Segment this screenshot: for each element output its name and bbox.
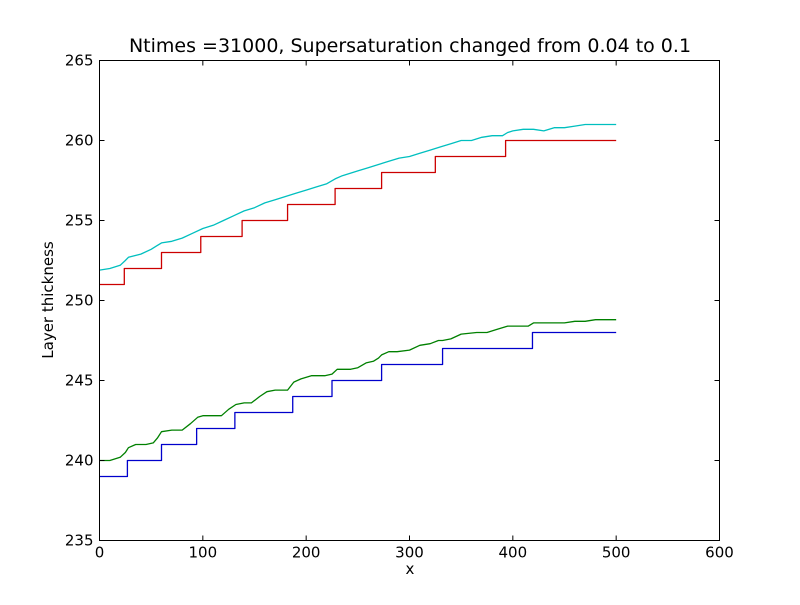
y-tick-label: 260 [65, 132, 94, 150]
y-tick-label: 250 [65, 292, 94, 310]
y-tick-label: 255 [65, 212, 94, 230]
series-line-1 [99, 331, 617, 478]
x-tick-label: 400 [499, 544, 528, 562]
series-line-3 [99, 139, 617, 286]
x-tick-label: 300 [395, 544, 424, 562]
y-tick-label: 240 [65, 452, 94, 470]
chart-title: Ntimes =31000, Supersaturation changed f… [129, 35, 691, 57]
series-line-4 [99, 123, 617, 271]
y-tick-label: 265 [65, 52, 94, 70]
x-tick-label: 0 [95, 544, 105, 562]
y-axis-label: Layer thickness [39, 241, 57, 359]
x-axis-label: x [406, 560, 415, 578]
series-line-2 [99, 319, 617, 462]
y-tick-label: 245 [65, 372, 94, 390]
x-tick-label: 500 [602, 544, 631, 562]
tick-layer: 0 100 200 300 400 500 600 235 240 245 250 255 260 265 [65, 52, 734, 562]
x-tick-label: 600 [705, 544, 734, 562]
axes-frame [99, 60, 720, 541]
x-tick-label: 200 [292, 544, 321, 562]
series-layer [99, 123, 617, 478]
x-tick-label: 100 [189, 544, 218, 562]
y-tick-label: 235 [65, 532, 94, 550]
